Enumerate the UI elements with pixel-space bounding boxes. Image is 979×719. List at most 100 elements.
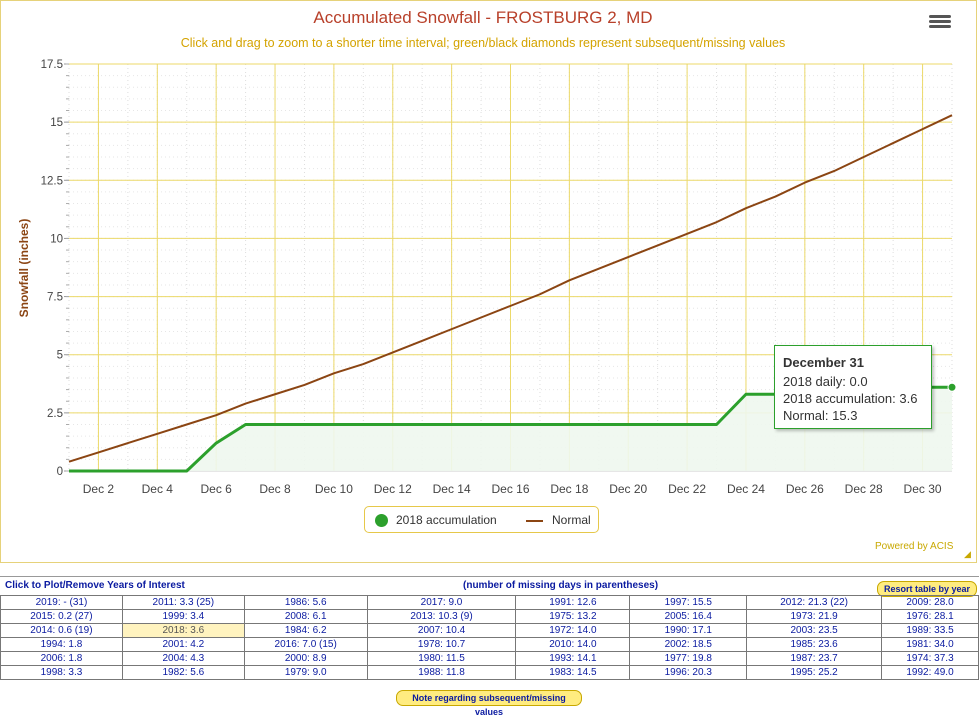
y-axis-label: Snowfall (inches) [17, 219, 31, 318]
snowfall-chart[interactable]: Accumulated Snowfall - FROSTBURG 2, MD Cl… [1, 1, 978, 564]
table-row: 2006: 1.8 2004: 4.3 2000: 8.9 1980: 11.5 199… [0, 651, 979, 666]
x-tick-label: Dec 22 [668, 482, 706, 496]
year-cell[interactable]: 2018: 3.6 [121, 623, 245, 638]
table-row: 2014: 0.6 (19) 2018: 3.6 1984: 6.2 2007: 10… [0, 623, 979, 638]
table-row: 1994: 1.8 2001: 4.2 2016: 7.0 (15) 1978: 10… [0, 637, 979, 652]
x-tick-label: Dec 6 [200, 482, 232, 496]
table-row: 1998: 3.3 1982: 5.6 1979: 9.0 1988: 11.8 198… [0, 665, 979, 680]
x-tick-label: Dec 26 [786, 482, 824, 496]
year-cell[interactable]: 2017: 9.0 [366, 595, 517, 610]
year-cell[interactable]: 1977: 19.8 [629, 651, 748, 666]
year-cell[interactable]: 2004: 4.3 [121, 651, 245, 666]
year-cell[interactable]: 1974: 37.3 [881, 651, 979, 666]
year-cell[interactable]: 1987: 23.7 [746, 651, 883, 666]
year-cell[interactable]: 1989: 33.5 [881, 623, 979, 638]
y-tick-label: 5 [57, 350, 63, 362]
year-cell[interactable]: 2008: 6.1 [243, 609, 368, 624]
year-cell[interactable]: 1985: 23.6 [746, 637, 883, 652]
year-cell[interactable]: 1986: 5.6 [243, 595, 368, 610]
x-tick-label: Dec 4 [142, 482, 174, 496]
hover-point-marker [947, 382, 957, 392]
year-cell[interactable]: 1996: 20.3 [629, 665, 748, 680]
credits-link[interactable]: Powered by ACIS [875, 541, 954, 552]
chart-title: Accumulated Snowfall - FROSTBURG 2, MD [313, 8, 652, 27]
tooltip-daily: 2018 daily: 0.0 [783, 374, 868, 389]
year-cell[interactable]: 1991: 12.6 [515, 595, 631, 610]
x-tick-label: Dec 12 [374, 482, 412, 496]
year-cell[interactable]: 1999: 3.4 [121, 609, 245, 624]
series-line-normal[interactable] [68, 114, 953, 463]
year-cell[interactable]: 2015: 0.2 (27) [0, 609, 123, 624]
year-cell[interactable]: 1983: 14.5 [515, 665, 631, 680]
year-cell[interactable]: 2019: - (31) [0, 595, 123, 610]
year-cell[interactable]: 2012: 21.3 (22) [746, 595, 883, 610]
y-tick-label: 7.5 [47, 292, 63, 304]
tooltip-normal: Normal: 15.3 [783, 408, 858, 423]
year-cell[interactable]: 1988: 11.8 [366, 665, 517, 680]
year-cell[interactable]: 2006: 1.8 [0, 651, 123, 666]
year-cell[interactable]: 1972: 14.0 [515, 623, 631, 638]
y-tick-label: 12.5 [41, 175, 63, 187]
year-cell[interactable]: 1978: 10.7 [366, 637, 517, 652]
x-tick-label: Dec 30 [904, 482, 942, 496]
year-cell[interactable]: 1975: 13.2 [515, 609, 631, 624]
y-tick-label: 10 [50, 233, 63, 245]
years-panel-instruction: Click to Plot/Remove Years of Interest [5, 580, 185, 591]
green-circle-icon [375, 514, 388, 528]
table-row: 2019: - (31) 2011: 3.3 (25) 1986: 5.6 2017:… [0, 595, 979, 610]
years-table: 2019: - (31) 2011: 3.3 (25) 1986: 5.6 2017:… [0, 595, 979, 680]
years-panel-header: Click to Plot/Remove Years of Interest (… [0, 576, 979, 597]
year-cell[interactable]: 1980: 11.5 [366, 651, 517, 666]
year-cell[interactable]: 1994: 1.8 [0, 637, 123, 652]
year-cell[interactable]: 1998: 3.3 [0, 665, 123, 680]
resize-handle-icon[interactable]: ◢ [964, 550, 971, 560]
x-tick-label: Dec 24 [727, 482, 765, 496]
x-tick-label: Dec 10 [315, 482, 353, 496]
year-cell[interactable]: 2013: 10.3 (9) [366, 609, 517, 624]
year-cell[interactable]: 1990: 17.1 [629, 623, 748, 638]
year-cell[interactable]: 2002: 18.5 [629, 637, 748, 652]
years-panel-missing-note: (number of missing days in parentheses) [463, 580, 659, 591]
chart-tooltip: December 31 2018 daily: 0.0 2018 accumul… [774, 345, 932, 429]
year-cell[interactable]: 2005: 16.4 [629, 609, 748, 624]
legend-item-normal[interactable]: Normal [526, 513, 591, 527]
year-cell[interactable]: 1993: 14.1 [515, 651, 631, 666]
year-cell[interactable]: 2010: 14.0 [515, 637, 631, 652]
year-cell[interactable]: 1995: 25.2 [746, 665, 883, 680]
x-tick-label: Dec 2 [83, 482, 115, 496]
legend-label-normal: Normal [552, 513, 591, 527]
legend-label-2018: 2018 accumulation [396, 513, 497, 527]
chart-subtitle: Click and drag to zoom to a shorter time… [181, 36, 785, 50]
tooltip-title: December 31 [783, 355, 864, 370]
y-tick-label: 0 [57, 466, 63, 478]
chart-legend: 2018 accumulation Normal [364, 506, 599, 533]
year-cell[interactable]: 1976: 28.1 [881, 609, 979, 624]
year-cell[interactable]: 1992: 49.0 [881, 665, 979, 680]
x-tick-label: Dec 18 [550, 482, 588, 496]
year-cell[interactable]: 2001: 4.2 [121, 637, 245, 652]
year-cell[interactable]: 1981: 34.0 [881, 637, 979, 652]
year-cell[interactable]: 2007: 10.4 [366, 623, 517, 638]
year-cell[interactable]: 2003: 23.5 [746, 623, 883, 638]
year-cell[interactable]: 1984: 6.2 [243, 623, 368, 638]
legend-item-2018[interactable]: 2018 accumulation [375, 513, 497, 528]
x-tick-label: Dec 20 [609, 482, 647, 496]
brown-line-icon [526, 519, 543, 522]
x-tick-label: Dec 16 [491, 482, 529, 496]
year-cell[interactable]: 2011: 3.3 (25) [121, 595, 245, 610]
year-cell[interactable]: 2009: 28.0 [881, 595, 979, 610]
x-tick-label: Dec 8 [259, 482, 291, 496]
year-cell[interactable]: 2014: 0.6 (19) [0, 623, 123, 638]
hamburger-menu-icon[interactable] [929, 13, 951, 33]
table-row: 2015: 0.2 (27) 1999: 3.4 2008: 6.1 2013: 10… [0, 609, 979, 624]
chart-container[interactable]: Accumulated Snowfall - FROSTBURG 2, MD Cl… [0, 0, 977, 563]
year-cell[interactable]: 2000: 8.9 [243, 651, 368, 666]
year-cell[interactable]: 1982: 5.6 [121, 665, 245, 680]
year-cell[interactable]: 1979: 9.0 [243, 665, 368, 680]
year-cell[interactable]: 1973: 21.9 [746, 609, 883, 624]
years-panel: Click to Plot/Remove Years of Interest (… [0, 576, 979, 717]
year-cell[interactable]: 2016: 7.0 (15) [243, 637, 368, 652]
y-tick-label: 2.5 [47, 408, 63, 420]
year-cell[interactable]: 1997: 15.5 [629, 595, 748, 610]
missing-values-note-button[interactable]: Note regarding subsequent/missing values [396, 690, 582, 717]
